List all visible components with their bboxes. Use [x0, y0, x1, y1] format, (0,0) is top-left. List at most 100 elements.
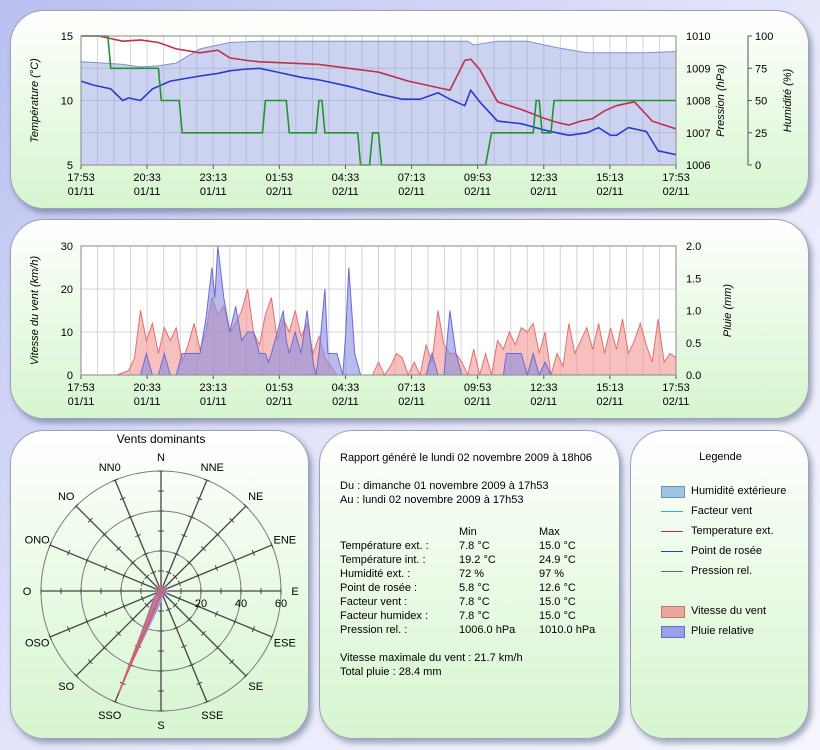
wind-rose-spoke-tick: [116, 546, 122, 552]
stats-min: 5.8 °C: [459, 582, 490, 594]
plot-border: [80, 245, 677, 376]
wind-rose-spoke-tick: [233, 618, 237, 625]
wind-rose-spoke-tick: [130, 560, 136, 566]
stats-min: 7.8 °C: [459, 610, 490, 622]
x-tick-time-label: 23:13: [199, 172, 227, 184]
y-tick-label-rain: 0.5: [686, 338, 701, 350]
wind-rose-spoke-tick: [112, 478, 119, 482]
stats-header-label: [340, 525, 459, 539]
wind-rose-spoke-tick: [243, 503, 249, 509]
wind-rose-spoke-tick: [215, 531, 221, 537]
wind-rose-spoke-tick: [144, 574, 150, 580]
stats-row: Point de rosée : 5.8 °C 12.6 °C: [340, 581, 595, 595]
series-line-temp: [80, 67, 677, 156]
stats-min: 72 %: [459, 568, 485, 580]
wind-rose-spoke-tick: [67, 549, 71, 556]
wind-rose-spoke-tick: [142, 552, 149, 556]
wind-rose-spoke-tick: [196, 497, 203, 501]
x-tick-date-label: 02/11: [663, 186, 690, 198]
legend-line: [661, 551, 683, 552]
wind-rose-spoke-tick: [135, 533, 142, 538]
y-tick-label-humidity: 100: [755, 31, 773, 43]
y-tick-label-wind: 30: [61, 241, 73, 253]
stats-table: Min Max Température ext. :7.8 °C 15.0 °C …: [340, 525, 595, 637]
wind-rose-direction-label: SE: [248, 681, 263, 693]
wind-rose-spoke-tick: [48, 633, 52, 640]
stats-header-min: Min: [459, 526, 477, 538]
legend-label: Pression rel.: [691, 565, 753, 577]
wind-rose-spoke-tick: [144, 602, 150, 608]
x-tick-time-label: 01:53: [266, 382, 294, 394]
y-tick-label-humidity: 75: [755, 63, 767, 75]
y-tick-label-temperature: 5: [67, 160, 73, 172]
series-area-humidity: [80, 40, 677, 166]
wind-rose-spoke-tick: [119, 497, 126, 501]
stats-label: Facteur humidex :: [340, 610, 429, 622]
series-line-temp: [81, 35, 677, 130]
y-axis-title-rain: Pluie (mm): [722, 284, 734, 338]
report-to: Au : lundi 02 novembre 2009 à 17h53: [340, 494, 524, 506]
wind-rose-radius-label: 60: [275, 598, 287, 610]
stats-max: 15.0 °C: [539, 540, 576, 552]
legend-label: Facteur vent: [691, 505, 753, 517]
x-tick-time-label: 09:53: [464, 382, 492, 394]
wind-rose-spoke-tick: [85, 618, 89, 625]
report-generated: Rapport généré le lundi 02 novembre 2009…: [340, 452, 592, 464]
wind-rose-direction-label: ENE: [273, 535, 296, 547]
x-tick-time-label: 09:53: [464, 172, 492, 184]
wind-rose-spoke-tick: [130, 616, 136, 622]
x-tick-date-label: 02/11: [530, 396, 557, 408]
wind-rose-radius-label: 20: [195, 598, 207, 610]
wind-rose-spoke-tick: [177, 580, 182, 587]
wind-rose-spoke-tick: [122, 572, 126, 579]
y-tick-label-temperature: 15: [61, 31, 73, 43]
legend-swatch: [661, 626, 685, 638]
x-tick-date-label: 02/11: [663, 396, 690, 408]
wind-rose-spoke-tick: [127, 515, 134, 519]
wind-rose-spoke-tick: [214, 610, 219, 617]
wind-rose-direction-label: S: [157, 720, 164, 732]
legend-line: [661, 511, 683, 512]
stats-min: 7.8 °C: [459, 540, 490, 552]
wind-rose-spoke-tick: [101, 645, 107, 651]
x-tick-date-label: 02/11: [332, 396, 359, 408]
wind-rose-spoke-tick: [103, 565, 108, 572]
wind-rose-radius-label: 40: [235, 598, 247, 610]
wind-rose-spoke-tick: [101, 531, 107, 537]
wind-rose-spoke-tick: [140, 595, 145, 602]
stats-row: Humidité ext. : 72 % 97 %: [340, 567, 595, 581]
wind-rose-direction-label: E: [291, 586, 298, 598]
wind-rose-direction-label: ESE: [274, 637, 296, 649]
wind-rose-spoke-tick: [196, 603, 200, 610]
legend-panel: Legende Humidité extérieure Facteur vent T…: [630, 430, 809, 739]
legend-label: Pluie relative: [691, 625, 754, 637]
legend-line: [661, 571, 683, 572]
wind-rose-spoke-tick: [150, 570, 157, 575]
y-tick-label-pressure: 1010: [686, 31, 710, 43]
x-tick-time-label: 01:53: [266, 172, 294, 184]
x-tick-date-label: 02/11: [464, 396, 491, 408]
wind-rain-chart: 17:53 01/11 20:33 01/11 23:13 01/11 01:53 02/11…: [29, 241, 734, 408]
x-tick-date-label: 02/11: [530, 186, 557, 198]
wind-rose-spoke-tick: [214, 565, 219, 572]
legend-label: Point de rosée: [691, 545, 762, 557]
y-tick-label-rain: 1.5: [686, 273, 701, 285]
wind-rose-direction-label: OSO: [25, 637, 50, 649]
wind-rose-spoke-tick: [186, 560, 192, 566]
x-tick-time-label: 07:13: [398, 382, 426, 394]
y-axis-title-temperature: Température (°C): [29, 58, 41, 143]
y-tick-label-pressure: 1006: [686, 160, 710, 172]
wind-rose-spoke-tick: [229, 517, 235, 523]
wind-rose-spoke-tick: [116, 630, 122, 636]
x-tick-date-label: 02/11: [332, 186, 359, 198]
wind-rose-title: Vents dominants: [117, 432, 206, 446]
wind-rose-spoke-tick: [87, 659, 93, 665]
wind-rose-panel: Vents dominants N NNE NE ENE E ESE SE SSE S SSO SO O…: [10, 430, 309, 739]
wind-rose-spoke-tick: [270, 542, 274, 549]
wind-rose-direction-label: SSO: [98, 710, 122, 722]
stats-min: 1006.0 hPa: [459, 624, 516, 636]
wind-rain-chart-panel: 17:53 01/11 20:33 01/11 23:13 01/11 01:53 02/11…: [10, 219, 809, 419]
y-tick-label-wind: 10: [61, 327, 73, 339]
x-tick-date-label: 02/11: [398, 186, 425, 198]
stats-max: 1010.0 hPa: [539, 624, 596, 636]
